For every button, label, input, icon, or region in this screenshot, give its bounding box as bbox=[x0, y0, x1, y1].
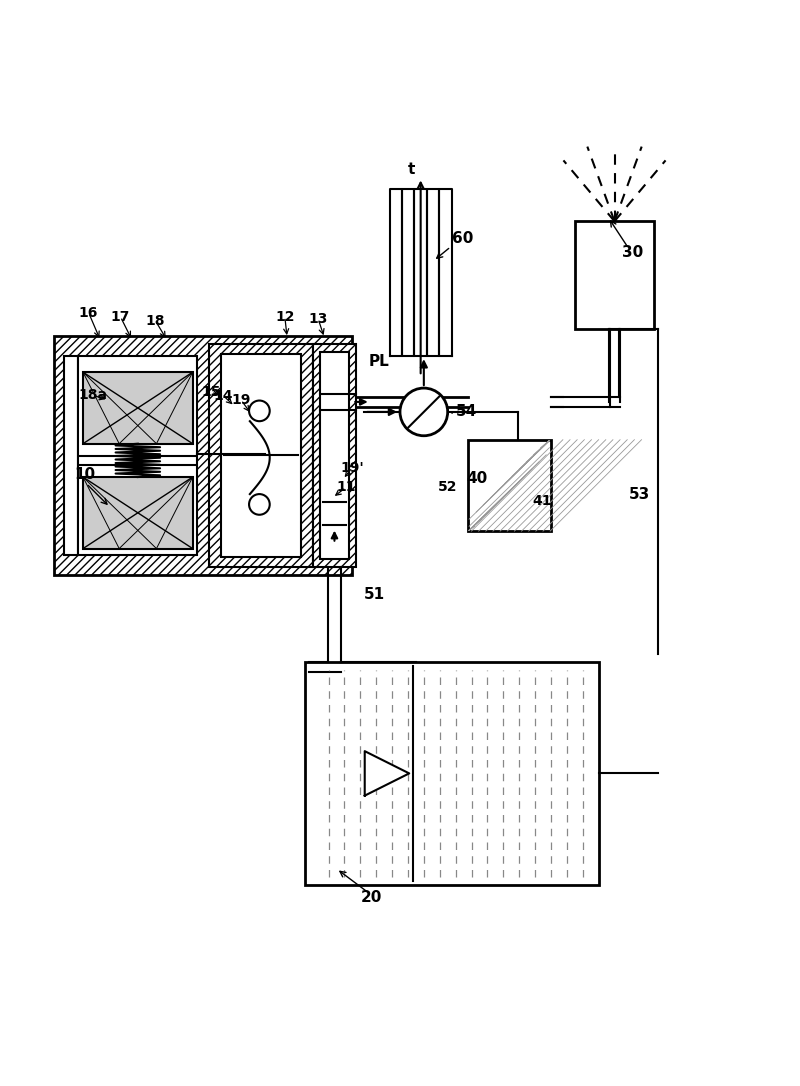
Bar bbox=[78, 356, 198, 555]
Text: 16: 16 bbox=[79, 305, 98, 319]
Text: 17: 17 bbox=[110, 310, 130, 324]
Polygon shape bbox=[365, 752, 410, 796]
Text: 11: 11 bbox=[336, 480, 356, 494]
Text: 12: 12 bbox=[275, 310, 294, 324]
Circle shape bbox=[249, 401, 270, 421]
Text: 41: 41 bbox=[532, 494, 551, 508]
Bar bbox=[305, 662, 598, 885]
Text: 19: 19 bbox=[231, 393, 250, 407]
Bar bbox=[320, 352, 349, 559]
Text: 52: 52 bbox=[438, 480, 458, 494]
Text: 15: 15 bbox=[201, 386, 221, 399]
Text: 20: 20 bbox=[360, 891, 382, 905]
Bar bbox=[222, 354, 301, 557]
Text: 13: 13 bbox=[309, 312, 328, 326]
Text: 10: 10 bbox=[74, 467, 95, 482]
Bar bbox=[574, 222, 654, 328]
Bar bbox=[313, 344, 356, 567]
Bar bbox=[64, 356, 78, 555]
Text: 60: 60 bbox=[452, 230, 473, 245]
Circle shape bbox=[249, 494, 270, 515]
Bar bbox=[210, 344, 313, 567]
Circle shape bbox=[400, 388, 448, 435]
Text: 18: 18 bbox=[146, 314, 165, 328]
Text: 51: 51 bbox=[364, 586, 386, 602]
Bar bbox=[467, 440, 551, 531]
Text: 53: 53 bbox=[629, 488, 650, 503]
Text: 40: 40 bbox=[466, 471, 487, 487]
Text: 18a: 18a bbox=[78, 388, 107, 402]
Text: 14: 14 bbox=[214, 389, 234, 403]
Text: 54: 54 bbox=[456, 404, 477, 419]
Bar bbox=[54, 337, 352, 574]
Text: t: t bbox=[408, 162, 415, 177]
Text: 19': 19' bbox=[341, 460, 364, 475]
Text: 30: 30 bbox=[622, 245, 644, 260]
Text: PL: PL bbox=[368, 354, 389, 369]
Bar bbox=[83, 477, 193, 548]
Bar bbox=[83, 372, 193, 444]
